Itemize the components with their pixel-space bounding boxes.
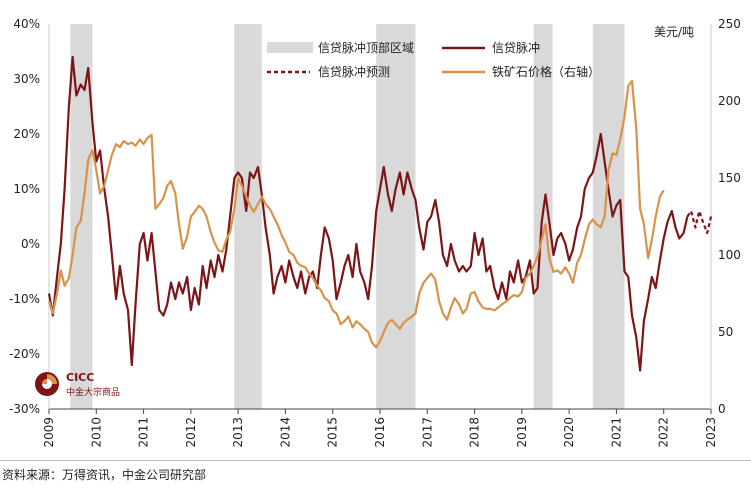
left-tick-label: 40% bbox=[13, 17, 40, 31]
shaded-periods bbox=[70, 24, 625, 409]
x-tick-label: 2014 bbox=[278, 417, 292, 448]
legend: 信贷脉冲顶部区域 信贷脉冲 信贷脉冲预测 铁矿石价格（右轴） bbox=[267, 40, 600, 79]
cicc-logo-icon bbox=[35, 372, 59, 396]
footer-divider bbox=[0, 460, 751, 461]
chart: 40% 30% 20% 10% 0% -10% -20% -30% 250 200 150 100 5… bbox=[9, 17, 741, 448]
left-tick-label: -20% bbox=[9, 347, 40, 361]
right-tick-label: 100 bbox=[718, 248, 741, 262]
series-lines bbox=[47, 55, 713, 372]
x-tick-label: 2016 bbox=[373, 417, 387, 448]
left-tick-label: -30% bbox=[9, 402, 40, 416]
right-tick-label: 50 bbox=[718, 325, 733, 339]
left-tick-label: -10% bbox=[9, 292, 40, 306]
right-tick-label: 0 bbox=[718, 402, 726, 416]
legend-swatch-shade bbox=[267, 42, 313, 53]
legend-label-forecast: 信贷脉冲预测 bbox=[318, 64, 390, 79]
legend-label-credit: 信贷脉冲 bbox=[492, 40, 540, 55]
right-axis-ticks: 250 200 150 100 50 0 bbox=[718, 17, 741, 416]
logo-text-cn: 中金大宗商品 bbox=[66, 388, 121, 398]
x-tick-label: 2020 bbox=[562, 417, 576, 448]
legend-label-shade: 信贷脉冲顶部区域 bbox=[318, 40, 414, 55]
x-tick-label: 2019 bbox=[515, 417, 529, 448]
legend-label-iron: 铁矿石价格（右轴） bbox=[492, 64, 600, 79]
x-tick-label: 2023 bbox=[704, 417, 718, 448]
shaded-period-2 bbox=[376, 24, 416, 409]
right-tick-label: 200 bbox=[718, 94, 741, 108]
x-tick-label: 2012 bbox=[184, 417, 198, 448]
x-tick-label: 2017 bbox=[420, 417, 434, 448]
x-tick-label: 2013 bbox=[231, 417, 245, 448]
series-credit-pulse-forecast bbox=[686, 209, 713, 235]
left-axis-ticks: 40% 30% 20% 10% 0% -10% -20% -30% bbox=[9, 17, 40, 416]
x-tick-label: 2010 bbox=[89, 417, 103, 448]
x-tick-label: 2022 bbox=[657, 417, 671, 448]
shaded-period-4 bbox=[592, 24, 625, 409]
x-tick-label: 2018 bbox=[468, 417, 482, 448]
x-tick-label: 2015 bbox=[326, 417, 340, 448]
series-credit-pulse bbox=[47, 55, 689, 372]
right-tick-label: 250 bbox=[718, 17, 741, 31]
left-tick-label: 0% bbox=[21, 237, 40, 251]
cicc-logo: CICC 中金大宗商品 bbox=[34, 371, 144, 399]
right-tick-label: 150 bbox=[718, 171, 741, 185]
x-axis-ticks: 2009 2010 2011 2012 2013 2014 2015 2016 2017 2018… bbox=[42, 409, 718, 448]
logo-text-en: CICC bbox=[66, 371, 95, 384]
series-iron-ore-price bbox=[47, 79, 665, 349]
x-tick-label: 2009 bbox=[42, 417, 56, 448]
shaded-period-1 bbox=[234, 24, 262, 409]
left-tick-label: 30% bbox=[13, 72, 40, 86]
left-tick-label: 20% bbox=[13, 127, 40, 141]
source-note: 资料来源：万得资讯，中金公司研究部 bbox=[2, 468, 207, 482]
right-axis-unit: 美元/吨 bbox=[654, 25, 694, 39]
x-tick-label: 2021 bbox=[609, 417, 623, 448]
x-tick-label: 2011 bbox=[137, 417, 151, 448]
left-tick-label: 10% bbox=[13, 182, 40, 196]
